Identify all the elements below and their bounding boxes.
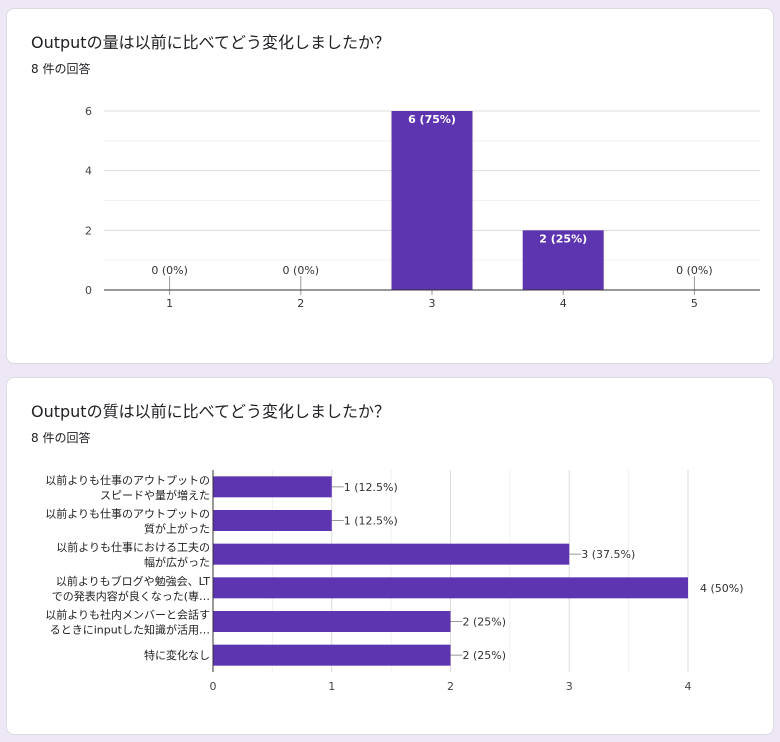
y-tick-label: 2 xyxy=(85,224,92,237)
data-label: 2 (25%) xyxy=(463,649,507,662)
bar xyxy=(213,577,688,599)
question-card-output-amount: Outputの量は以前に比べてどう変化しましたか？ 8 件の回答 xyxy=(6,8,774,364)
bar xyxy=(213,510,332,531)
category-label: 以前よりもブログや勉強会、LT xyxy=(56,574,210,588)
bar xyxy=(213,611,451,632)
category-label: るときにinputした知識が活用… xyxy=(50,623,210,637)
category-label: スピードや量が増えた xyxy=(100,488,210,502)
response-count: 8 件の回答 xyxy=(31,431,91,445)
category-label: 質が上がった xyxy=(144,522,210,536)
data-label: 1 (12.5%) xyxy=(344,481,398,494)
bar xyxy=(391,111,473,290)
category-label: 以前よりも仕事における工夫の xyxy=(56,540,210,554)
question-title: Outputの質は以前に比べてどう変化しましたか？ xyxy=(31,402,390,421)
x-tick-label: 4 xyxy=(685,680,692,693)
category-label: での発表内容が良くなった(専… xyxy=(52,589,210,603)
x-tick-label: 3 xyxy=(566,680,573,693)
data-label: 0 (0%) xyxy=(676,264,713,277)
y-tick-label: 0 xyxy=(85,284,92,297)
category-label: 以前よりも社内メンバーと会話す xyxy=(45,608,210,622)
data-label: 2 (25%) xyxy=(539,232,587,245)
x-tick-label: 5 xyxy=(691,297,698,310)
data-label: 4 (50%) xyxy=(700,582,744,595)
data-label: 3 (37.5%) xyxy=(581,548,635,561)
data-label: 1 (12.5%) xyxy=(344,515,398,528)
category-label: 幅が広がった xyxy=(144,555,210,569)
x-tick-label: 3 xyxy=(429,297,436,310)
bar xyxy=(213,543,570,565)
y-tick-label: 6 xyxy=(85,105,92,118)
bar xyxy=(213,476,332,498)
bar xyxy=(213,644,451,666)
question-title: Outputの量は以前に比べてどう変化しましたか？ xyxy=(31,33,390,52)
x-tick-label: 1 xyxy=(328,680,335,693)
x-tick-label: 2 xyxy=(447,680,454,693)
category-label: 以前よりも仕事のアウトプットの xyxy=(45,473,210,487)
data-label: 6 (75%) xyxy=(408,113,456,126)
category-label: 以前よりも仕事のアウトプットの xyxy=(45,507,210,521)
x-tick-label: 0 xyxy=(210,680,217,693)
x-tick-label: 1 xyxy=(166,297,173,310)
data-label: 0 (0%) xyxy=(151,264,188,277)
y-tick-label: 4 xyxy=(85,165,92,178)
data-label: 2 (25%) xyxy=(463,616,507,629)
bar xyxy=(522,230,604,290)
category-label: 特に変化なし xyxy=(144,648,210,662)
data-label: 0 (0%) xyxy=(283,264,320,277)
x-tick-label: 4 xyxy=(560,297,567,310)
response-count: 8 件の回答 xyxy=(31,62,91,76)
x-tick-label: 2 xyxy=(297,297,304,310)
